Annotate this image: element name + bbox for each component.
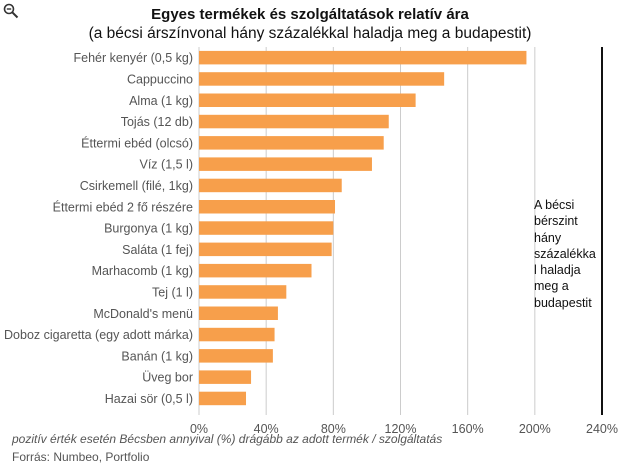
category-label-9: Saláta (1 fej) (122, 243, 193, 257)
bar-16 (199, 391, 247, 406)
bar-2 (199, 93, 416, 107)
x-tick-label-3: 120% (385, 422, 417, 436)
category-label-1: Cappuccino (127, 72, 193, 86)
bar-3 (199, 114, 389, 129)
category-label-8: Burgonya (1 kg) (104, 222, 193, 236)
source-line: Forrás: Numbeo, Portfolio (12, 450, 150, 464)
bar-1 (199, 72, 445, 86)
category-label-15: Üveg bor (142, 371, 193, 385)
chart-title: Egyes termékek és szolgáltatások relatív… (151, 6, 469, 23)
category-label-13: Doboz cigaretta (egy adott márka) (4, 328, 193, 342)
bar-15 (199, 370, 252, 384)
x-tick-label-5: 200% (519, 422, 551, 436)
bar-10 (199, 263, 312, 278)
bar-12 (199, 306, 278, 320)
category-label-12: McDonald's menü (93, 307, 193, 321)
category-label-2: Alma (1 kg) (129, 94, 193, 108)
category-label-10: Marhacomb (1 kg) (92, 264, 193, 278)
category-label-11: Tej (1 l) (152, 285, 193, 299)
chart-subtitle: (a bécsi árszínvonal hány százalékkal ha… (88, 25, 532, 42)
bar-7 (199, 200, 336, 214)
bar-9 (199, 242, 332, 257)
bar-4 (199, 136, 384, 150)
reference-line-label: A bécsi bérszint hány százalékkal haladj… (534, 198, 596, 310)
x-tick-label-0: 0% (190, 422, 208, 436)
bar-5 (199, 157, 372, 171)
category-label-5: Víz (1,5 l) (140, 158, 194, 172)
category-label-16: Hazai sör (0,5 l) (105, 392, 193, 406)
category-label-7: Éttermi ebéd 2 fő részére (53, 199, 193, 214)
bar-14 (199, 349, 273, 363)
x-tick-label-6: 240% (586, 422, 618, 436)
bar-0 (199, 50, 527, 65)
category-label-3: Tojás (12 db) (121, 115, 193, 129)
bar-11 (199, 285, 287, 299)
x-tick-label-1: 40% (254, 422, 279, 436)
category-label-0: Fehér kenyér (0,5 kg) (74, 51, 194, 65)
zoom-icon[interactable] (2, 2, 20, 20)
footnote: pozitív érték esetén Bécsben annyival (%… (12, 432, 443, 446)
category-label-4: Éttermi ebéd (olcsó) (81, 135, 193, 150)
category-label-14: Banán (1 kg) (121, 349, 193, 363)
x-tick-label-2: 80% (321, 422, 346, 436)
category-label-6: Csirkemell (filé, 1kg) (80, 179, 193, 193)
bar-8 (199, 221, 334, 235)
bar-13 (199, 327, 275, 342)
x-tick-label-4: 160% (452, 422, 484, 436)
bar-6 (199, 178, 342, 193)
